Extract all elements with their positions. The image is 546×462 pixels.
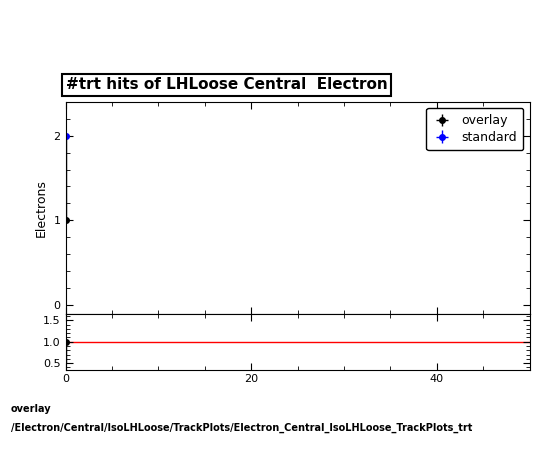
Y-axis label: Electrons: Electrons xyxy=(35,179,48,237)
Legend: overlay, standard: overlay, standard xyxy=(426,108,524,150)
Text: #trt hits of LHLoose Central  Electron: #trt hits of LHLoose Central Electron xyxy=(66,78,387,92)
Text: overlay: overlay xyxy=(11,404,51,414)
Text: /Electron/Central/IsoLHLoose/TrackPlots/Electron_Central_IsoLHLoose_TrackPlots_t: /Electron/Central/IsoLHLoose/TrackPlots/… xyxy=(11,423,472,433)
